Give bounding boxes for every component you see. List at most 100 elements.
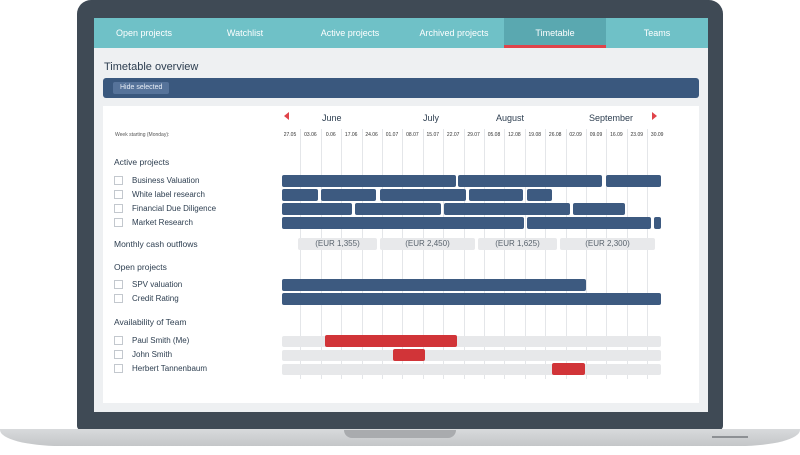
week-label: 15.07 [426, 132, 440, 138]
week-gridline [341, 129, 343, 379]
laptop-notch [344, 430, 456, 438]
month-label: August [496, 113, 525, 123]
week-gridline [443, 129, 445, 379]
project-bar[interactable] [469, 189, 523, 201]
checkbox[interactable] [114, 218, 123, 227]
checkbox[interactable] [114, 280, 123, 289]
week-gridline [361, 129, 363, 379]
week-label: 03.06 [304, 132, 317, 138]
tab-watchlist[interactable]: Watchlist [226, 28, 264, 38]
busy-bar[interactable] [325, 335, 457, 347]
project-bar[interactable] [282, 203, 352, 215]
app-screen: Open projects Watchlist Active projects … [94, 18, 708, 412]
project-label: Credit Rating [132, 294, 179, 303]
project-bar[interactable] [355, 203, 441, 215]
week-gridline [545, 129, 547, 379]
week-label: 09.09 [589, 132, 603, 138]
project-bar[interactable] [527, 217, 651, 229]
week-label: 12.08 [508, 132, 521, 138]
week-label: 22.07 [446, 132, 460, 138]
month-label: June [322, 113, 342, 123]
week-label: 23.09 [630, 132, 644, 138]
month-label: September [589, 113, 634, 123]
project-bar[interactable] [282, 293, 661, 305]
tab-open-projects[interactable]: Open projects [115, 28, 173, 38]
week-gridline [606, 129, 608, 379]
week-gridline [422, 129, 424, 379]
project-label: Financial Due Diligence [132, 204, 217, 213]
week-label: 27.05 [283, 132, 297, 138]
cash-outflow-value: (EUR 2,300) [560, 238, 655, 250]
project-bar[interactable] [282, 175, 456, 187]
week-gridline [504, 129, 506, 379]
tab-timetable[interactable]: Timetable [504, 18, 606, 48]
week-gridline [565, 129, 567, 379]
project-bar[interactable] [527, 189, 552, 201]
cash-outflow-value: (EUR 1,625) [478, 238, 557, 250]
project-bar[interactable] [282, 189, 318, 201]
week-gridline [382, 129, 383, 379]
week-gridline [524, 129, 526, 379]
checkbox[interactable] [114, 336, 123, 345]
cash-outflow-value: (EUR 2,450) [380, 238, 475, 250]
checkbox[interactable] [114, 294, 123, 303]
project-bar[interactable] [444, 203, 570, 215]
section-cash-outflows: Monthly cash outflows [114, 239, 198, 249]
previous-month-arrow-icon[interactable] [284, 112, 289, 120]
availability-track [282, 336, 661, 347]
week-gridline [463, 129, 465, 379]
week-label: 17.06 [344, 132, 358, 138]
busy-bar[interactable] [393, 349, 425, 361]
next-month-arrow-icon[interactable] [652, 112, 657, 120]
tab-active-projects[interactable]: Active projects [320, 28, 380, 38]
busy-bar[interactable] [552, 363, 585, 375]
checkbox[interactable] [114, 350, 123, 359]
project-label: White label research [132, 190, 205, 199]
week-gridline [320, 129, 322, 379]
week-label: 30.09 [650, 132, 664, 138]
week-label: 26.08 [548, 132, 562, 138]
tab-bar: Open projects Watchlist Active projects … [94, 18, 708, 48]
section-team-availability: Availability of Team [114, 317, 187, 327]
project-label: Business Valuation [132, 176, 200, 185]
toolbar: Hide selected [103, 78, 699, 98]
week-gridline [647, 129, 649, 379]
week-caption: Week starting (Monday): [115, 132, 170, 138]
week-gridline [402, 129, 404, 379]
week-gridline [484, 129, 485, 379]
project-bar[interactable] [458, 175, 602, 187]
team-member-label: Herbert Tannenbaum [132, 364, 208, 373]
month-label: July [423, 113, 440, 123]
week-label: 05.08 [487, 132, 501, 138]
cash-outflow-value: (EUR 1,355) [298, 238, 377, 250]
week-label: 0.06 [325, 132, 336, 138]
project-bar[interactable] [654, 217, 661, 229]
week-label: 24.06 [365, 132, 378, 138]
project-bar[interactable] [321, 189, 376, 201]
tab-archived-projects[interactable]: Archived projects [419, 28, 489, 38]
team-member-label: John Smith [132, 350, 173, 359]
project-bar[interactable] [380, 189, 466, 201]
project-label: SPV valuation [132, 280, 183, 289]
page-title: Timetable overview [104, 61, 199, 73]
week-gridline [586, 129, 587, 379]
laptop-edge-mark [712, 436, 748, 438]
availability-track [282, 364, 661, 375]
project-bar[interactable] [606, 175, 661, 187]
tab-teams[interactable]: Teams [643, 28, 671, 38]
section-open-projects: Open projects [114, 262, 167, 272]
week-gridline [626, 129, 628, 379]
checkbox[interactable] [114, 190, 123, 199]
project-bar[interactable] [282, 217, 524, 229]
section-active-projects: Active projects [114, 157, 170, 167]
checkbox[interactable] [114, 176, 123, 185]
project-bar[interactable] [573, 203, 625, 215]
project-bar[interactable] [282, 279, 586, 291]
team-member-label: Paul Smith (Me) [132, 336, 190, 345]
hide-selected-button[interactable]: Hide selected [113, 82, 170, 94]
checkbox[interactable] [114, 204, 123, 213]
week-label: 01.07 [385, 132, 399, 138]
checkbox[interactable] [114, 364, 123, 373]
project-label: Market Research [132, 218, 193, 227]
week-label: 08.07 [406, 132, 419, 138]
